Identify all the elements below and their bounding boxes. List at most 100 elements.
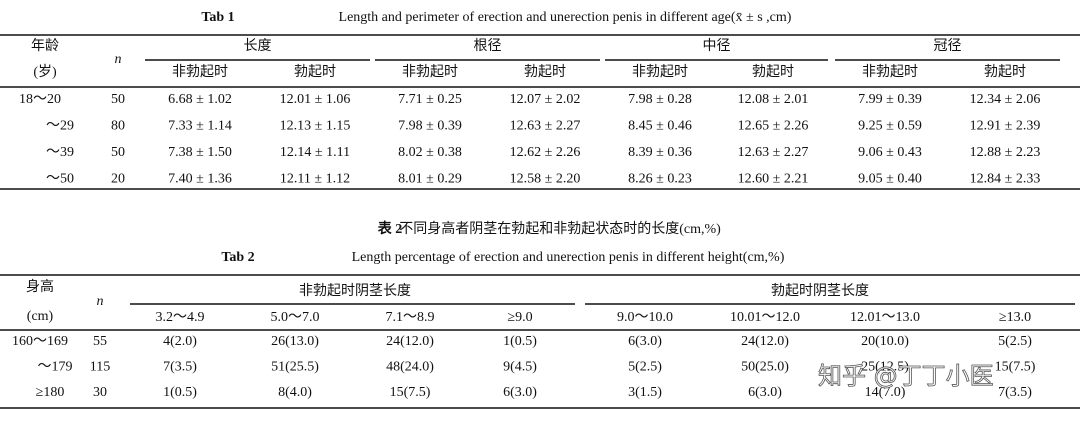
cell: 25(12.5) — [861, 360, 909, 375]
cell: ～50 — [46, 172, 74, 187]
cell: 8.39 ± 0.36 — [628, 145, 692, 160]
caption: 不同身高者阴茎在勃起和非勃起状态时的长度(cm,%) — [399, 220, 721, 237]
cell: 7.98 ± 0.28 — [628, 92, 692, 107]
cell: 8(4.0) — [278, 385, 312, 400]
cell: 12.14 ± 1.11 — [280, 145, 350, 160]
group-header: 长度 — [244, 38, 272, 54]
cell: 20(10.0) — [861, 334, 909, 349]
cell: 30 — [93, 385, 107, 400]
group-header: 勃起时阴茎长度 — [771, 283, 869, 299]
cell: 24(12.0) — [741, 334, 789, 349]
cell: 12.65 ± 2.26 — [738, 119, 809, 134]
cell: 50 — [111, 92, 125, 107]
caption-label: Tab 1 — [201, 10, 234, 25]
header-cell: 勃起时 — [524, 64, 566, 80]
cell: 6(3.0) — [748, 385, 782, 400]
cell: 12.07 ± 2.02 — [510, 92, 581, 107]
group-header: 冠径 — [934, 38, 962, 54]
header-cell: 非勃起时 — [632, 64, 688, 80]
header-cell: 身高 — [26, 278, 54, 295]
header-cell: 年龄 — [31, 38, 59, 54]
cell: 7.71 ± 0.25 — [398, 92, 462, 107]
cell: 51(25.5) — [271, 360, 319, 375]
cell: 12.34 ± 2.06 — [970, 92, 1041, 107]
header-cell: 非勃起时 — [172, 64, 228, 80]
cell: 6(3.0) — [503, 385, 537, 400]
cell: 80 — [111, 119, 125, 134]
cell: 12.63 ± 2.27 — [738, 145, 809, 160]
cell: 6(3.0) — [628, 334, 662, 349]
cell: 7(3.5) — [998, 385, 1032, 400]
cell: 48(24.0) — [386, 360, 434, 375]
cell: 8.26 ± 0.23 — [628, 172, 692, 187]
cell: ～39 — [46, 145, 74, 160]
header-cell: 12.01～13.0 — [850, 310, 920, 325]
cell: 6.68 ± 1.02 — [168, 92, 232, 107]
cell: 15(7.5) — [995, 360, 1036, 375]
header-cell: n — [115, 52, 122, 67]
header-cell: (岁) — [33, 64, 57, 80]
cell: 12.84 ± 2.33 — [970, 172, 1041, 187]
header-cell: 勃起时 — [984, 64, 1026, 80]
cell: 7.38 ± 1.50 — [168, 145, 232, 160]
group-header: 中径 — [703, 38, 731, 54]
cell: 3(1.5) — [628, 385, 662, 400]
cell: 8.01 ± 0.29 — [398, 172, 462, 187]
group-header: 根径 — [474, 38, 502, 54]
cell: 12.58 ± 2.20 — [510, 172, 581, 187]
cell: 55 — [93, 334, 107, 349]
cell: ≥180 — [36, 385, 65, 400]
cell: 5(2.5) — [998, 334, 1032, 349]
cell: 160～169 — [12, 334, 68, 349]
header-cell: ≥9.0 — [507, 310, 532, 325]
cell: 1(0.5) — [503, 334, 537, 349]
cell: 12.63 ± 2.27 — [510, 119, 581, 134]
header-cell: 勃起时 — [294, 64, 336, 80]
cell: ～29 — [46, 119, 74, 134]
caption-label: Tab 2 — [221, 250, 254, 265]
cell: 7.33 ± 1.14 — [168, 119, 232, 134]
cell: 7.98 ± 0.39 — [398, 119, 462, 134]
cell: 7.40 ± 1.36 — [168, 172, 232, 187]
cell: 12.91 ± 2.39 — [970, 119, 1041, 134]
cell: 9.06 ± 0.43 — [858, 145, 922, 160]
cell: 12.13 ± 1.15 — [280, 119, 351, 134]
header-cell: 3.2～4.9 — [156, 310, 205, 325]
caption: Length and perimeter of erection and une… — [339, 10, 792, 25]
cell: 12.62 ± 2.26 — [510, 145, 581, 160]
cell: 7.99 ± 0.39 — [858, 92, 922, 107]
cell: 12.01 ± 1.06 — [280, 92, 351, 107]
watermark: 知乎 @丁丁小医 — [818, 362, 994, 390]
cell: 12.60 ± 2.21 — [738, 172, 809, 187]
cell: 12.08 ± 2.01 — [738, 92, 809, 107]
header-cell: 10.01～12.0 — [730, 310, 800, 325]
cell: 12.11 ± 1.12 — [280, 172, 350, 187]
cell: 50(25.0) — [741, 360, 789, 375]
caption: Length percentage of erection and unerec… — [352, 250, 785, 265]
cell: 8.45 ± 0.46 — [628, 119, 692, 134]
header-cell: (cm) — [27, 309, 54, 324]
caption-label: 表 2 — [377, 220, 403, 237]
group-header: 非勃起时阴茎长度 — [299, 283, 411, 299]
header-cell: 9.0～10.0 — [617, 310, 673, 325]
cell: 18～20 — [19, 92, 61, 107]
cell: ～179 — [38, 360, 73, 375]
cell: 24(12.0) — [386, 334, 434, 349]
cell: 115 — [90, 360, 110, 375]
cell: 15(7.5) — [390, 385, 431, 400]
cell: 4(2.0) — [163, 334, 197, 349]
cell: 12.88 ± 2.23 — [970, 145, 1041, 160]
cell: 26(13.0) — [271, 334, 319, 349]
header-cell: 非勃起时 — [862, 64, 918, 80]
cell: 9.05 ± 0.40 — [858, 172, 922, 187]
header-cell: 勃起时 — [752, 64, 794, 80]
cell: 7(3.5) — [163, 360, 197, 375]
cell: 8.02 ± 0.38 — [398, 145, 462, 160]
header-cell: 7.1～8.9 — [386, 310, 435, 325]
cell: 14(7.0) — [865, 385, 906, 400]
cell: 20 — [111, 172, 125, 187]
cell: 9(4.5) — [503, 360, 537, 375]
cell: 9.25 ± 0.59 — [858, 119, 922, 134]
cell: 1(0.5) — [163, 385, 197, 400]
header-cell: n — [97, 294, 104, 309]
